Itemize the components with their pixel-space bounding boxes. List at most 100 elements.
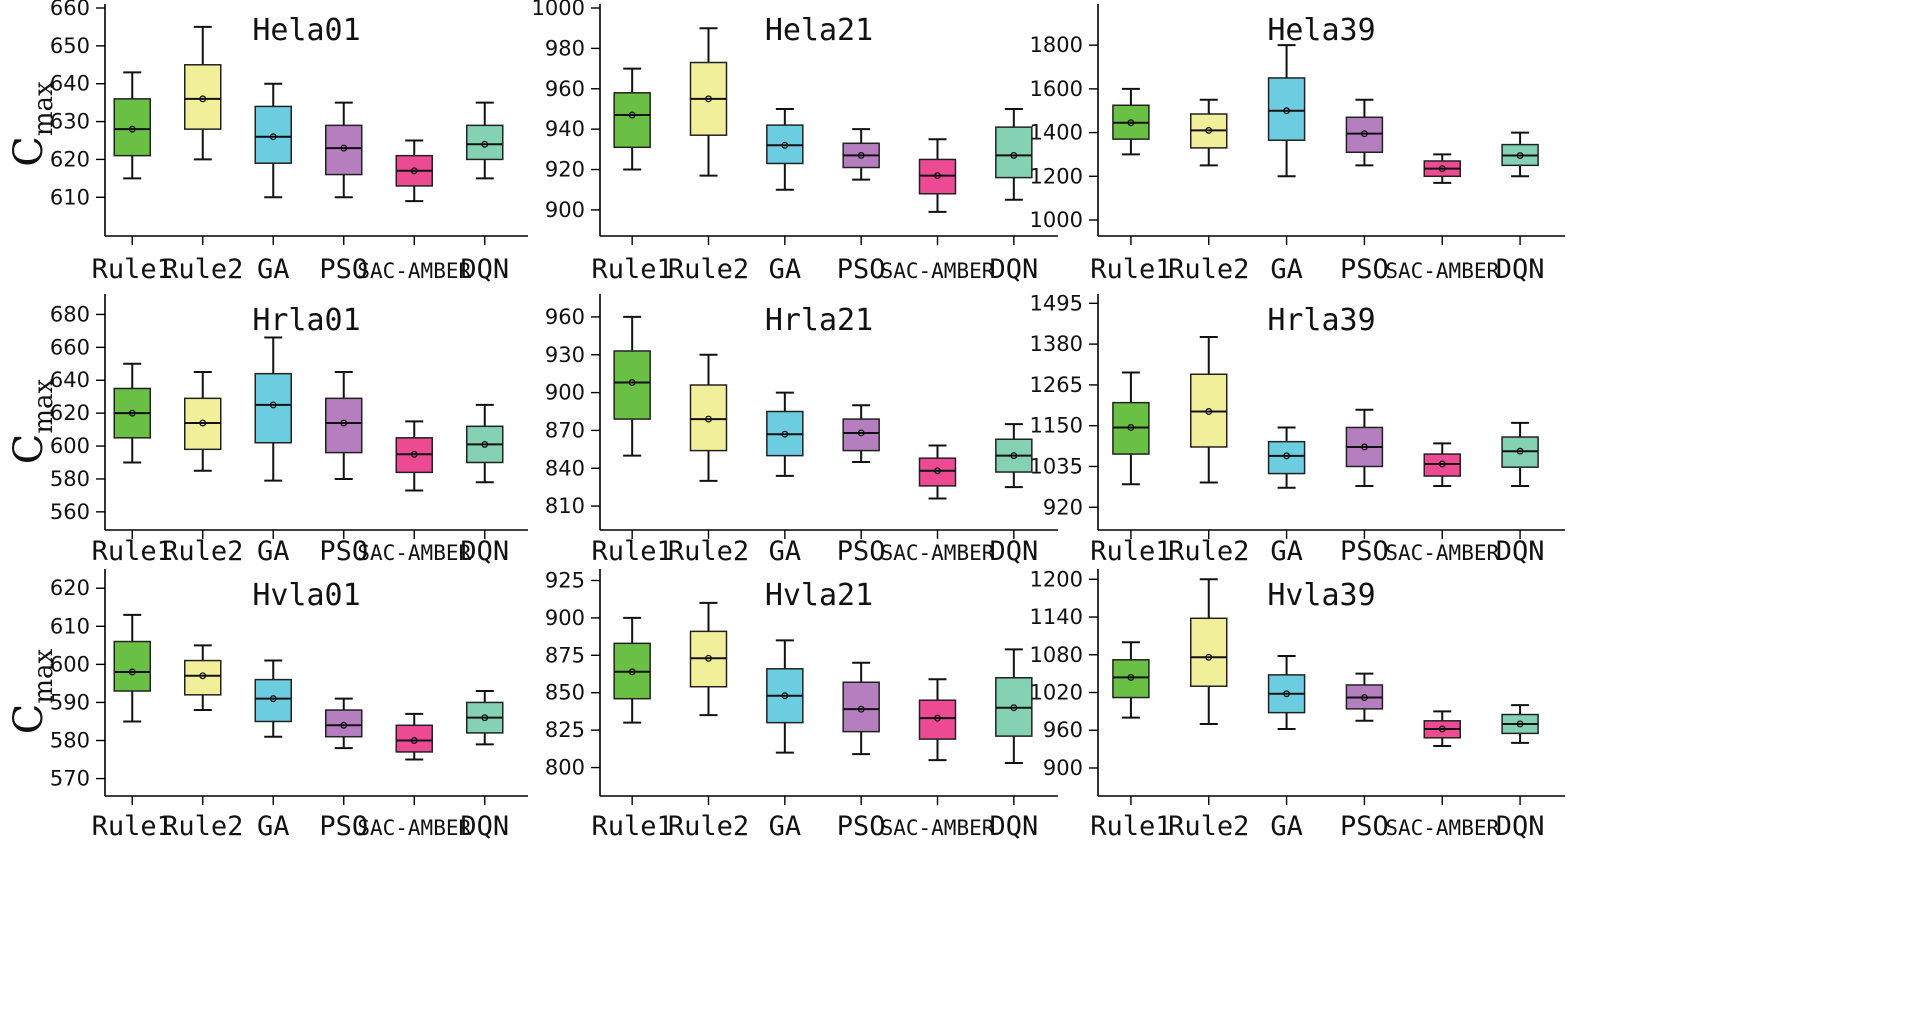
box-rule2	[184, 371, 222, 472]
x-tick-label: Rule2	[162, 811, 243, 842]
mean-marker	[1205, 126, 1213, 134]
y-tick-label: 810	[545, 494, 585, 518]
x-tick-label: SAC-AMBER	[881, 541, 995, 565]
y-tick-label: 620	[50, 401, 90, 425]
x-tick-label: Rule2	[668, 536, 749, 567]
y-tick-label: 640	[50, 368, 90, 392]
box-rule2	[1190, 578, 1228, 725]
x-tick-label: GA	[1270, 254, 1303, 285]
box-rule1	[613, 315, 651, 457]
y-tick-label: 920	[1043, 495, 1083, 519]
y-tick-label: 1020	[1030, 681, 1083, 705]
y-tick-label: 930	[545, 343, 585, 367]
subplot-title: Hela01	[252, 13, 360, 48]
x-tick-label: SAC-AMBER	[881, 259, 995, 283]
iqr-box	[254, 105, 292, 164]
x-tick-label: PSO	[837, 254, 886, 285]
box-sac-amber	[395, 139, 433, 203]
box-ga	[254, 82, 292, 199]
x-tick-label: GA	[257, 254, 290, 285]
subplot-title: Hrla21	[765, 303, 873, 338]
iqr-box	[1345, 116, 1384, 153]
y-tick-label: 1200	[1030, 164, 1083, 188]
mean-marker	[340, 419, 348, 427]
y-tick-label: 620	[50, 147, 90, 171]
y-tick-label: 640	[50, 72, 90, 96]
iqr-box	[254, 678, 292, 723]
y-tick-label: 570	[50, 767, 90, 791]
y-tick-label: 1140	[1030, 605, 1083, 629]
box-ga	[1267, 44, 1306, 178]
mean-marker	[481, 440, 489, 448]
box-pso	[842, 128, 880, 181]
mean-marker	[1438, 165, 1446, 173]
y-tick-label: 875	[545, 643, 585, 667]
box-ga	[766, 107, 804, 191]
iqr-box	[1112, 659, 1150, 699]
subplot-title: Hela39	[1267, 13, 1375, 48]
y-tick-label: 1200	[1030, 567, 1083, 591]
mean-marker	[857, 429, 865, 437]
x-tick-label: GA	[257, 811, 290, 842]
mean-marker	[410, 450, 418, 458]
x-tick-label: GA	[769, 811, 802, 842]
x-tick-label: Rule1	[592, 536, 673, 567]
subplot-title: Hvla01	[252, 578, 360, 613]
y-tick-label: 825	[545, 718, 585, 742]
x-tick-label: Rule2	[668, 254, 749, 285]
mean-marker	[628, 668, 636, 676]
box-rule1	[1112, 641, 1150, 719]
y-tick-label: 900	[545, 381, 585, 405]
mean-marker	[128, 409, 136, 417]
mean-marker	[199, 672, 207, 680]
x-tick-label: Rule2	[162, 536, 243, 567]
mean-marker	[1283, 690, 1291, 698]
mean-marker	[481, 714, 489, 722]
x-tick-label: Rule1	[92, 536, 173, 567]
box-rule1	[613, 616, 651, 724]
box-sac-amber	[395, 420, 433, 492]
x-tick-label: Rule1	[92, 811, 173, 842]
mean-marker	[1010, 704, 1018, 712]
box-ga	[766, 639, 804, 754]
mean-marker	[269, 695, 277, 703]
mean-marker	[128, 668, 136, 676]
x-tick-label: PSO	[1340, 536, 1389, 567]
iqr-box	[395, 724, 433, 753]
y-tick-label: 1000	[1030, 208, 1083, 232]
box-pso	[1345, 98, 1384, 167]
y-tick-label: 580	[50, 467, 90, 491]
y-axis-label-main: C	[6, 136, 52, 167]
mean-marker	[934, 172, 941, 180]
box-sac-amber	[918, 678, 957, 762]
x-tick-label: Rule2	[162, 254, 243, 285]
y-tick-label: 1000	[532, 0, 585, 20]
x-tick-label: Rule2	[1168, 254, 1249, 285]
y-tick-label: 580	[50, 729, 90, 753]
mean-marker	[628, 111, 636, 119]
y-tick-label: 560	[50, 500, 90, 524]
y-axis-label: Cmax	[6, 378, 59, 464]
x-tick-label: GA	[1270, 536, 1303, 567]
box-sac-amber	[1423, 442, 1461, 487]
x-tick-label: DQN	[989, 254, 1038, 285]
box-dqn	[466, 690, 504, 746]
box-rule2	[184, 644, 222, 712]
y-tick-label: 1400	[1030, 121, 1083, 145]
x-tick-label: Rule1	[92, 254, 173, 285]
x-tick-label: DQN	[989, 811, 1038, 842]
iqr-box	[1190, 617, 1228, 687]
x-tick-label: PSO	[1340, 254, 1389, 285]
mean-marker	[1516, 447, 1524, 455]
box-pso	[1345, 672, 1384, 722]
x-tick-label: SAC-AMBER	[357, 816, 471, 840]
iqr-box	[1267, 77, 1306, 141]
box-rule2	[1190, 98, 1228, 167]
subplot-title: Hrla39	[1267, 303, 1375, 338]
